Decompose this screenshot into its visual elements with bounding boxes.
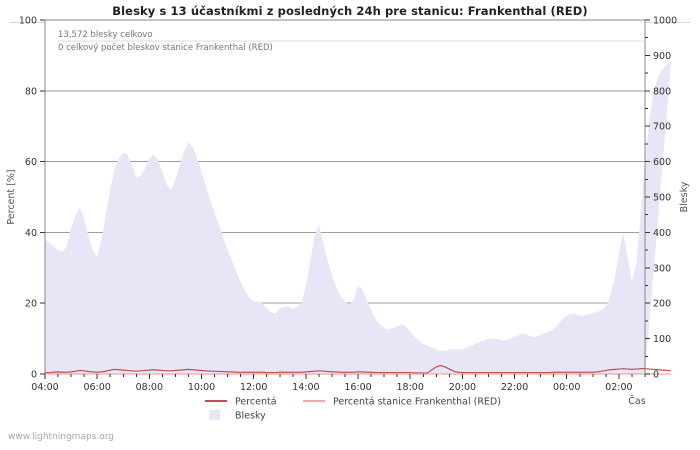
annotation-station-total: 0 celkový počet bleskov stanice Frankent… bbox=[58, 42, 273, 53]
svg-text:20: 20 bbox=[25, 299, 37, 310]
svg-text:1000: 1000 bbox=[653, 16, 677, 27]
svg-text:08:00: 08:00 bbox=[136, 382, 163, 393]
svg-text:22:00: 22:00 bbox=[501, 382, 528, 393]
svg-text:20:00: 20:00 bbox=[449, 382, 476, 393]
legend-item: Percentá stanice Frankenthal (RED) bbox=[303, 397, 501, 408]
svg-text:00:00: 00:00 bbox=[553, 382, 580, 393]
legend-label: Percentá stanice Frankenthal (RED) bbox=[333, 397, 501, 408]
x-axis-label: Čas bbox=[628, 395, 645, 407]
svg-text:0: 0 bbox=[653, 370, 659, 381]
axis-tick-labels: 0204060801000100200300400500600700800900… bbox=[19, 16, 677, 394]
svg-text:400: 400 bbox=[653, 228, 671, 239]
svg-text:10:00: 10:00 bbox=[188, 382, 215, 393]
svg-text:16:00: 16:00 bbox=[344, 382, 371, 393]
svg-text:500: 500 bbox=[653, 193, 671, 204]
site-footer: www.lightningmaps.org bbox=[8, 432, 114, 442]
svg-text:800: 800 bbox=[653, 86, 671, 97]
chart-plot: 0204060801000100200300400500600700800900… bbox=[6, 16, 690, 422]
svg-text:100: 100 bbox=[19, 16, 37, 27]
svg-text:02:00: 02:00 bbox=[605, 382, 632, 393]
svg-text:14:00: 14:00 bbox=[292, 382, 319, 393]
svg-text:0: 0 bbox=[31, 370, 37, 381]
svg-text:06:00: 06:00 bbox=[83, 382, 110, 393]
svg-text:12:00: 12:00 bbox=[240, 382, 267, 393]
legend-label: Blesky bbox=[235, 411, 266, 422]
svg-text:40: 40 bbox=[25, 228, 37, 239]
y-axis-label: Percent [%] bbox=[6, 169, 17, 224]
page-title: Blesky s 13 účastníkmi z posledných 24h … bbox=[112, 4, 588, 18]
annotation-total-strokes: 13,572 blesky celkovo bbox=[58, 30, 153, 40]
svg-text:700: 700 bbox=[653, 122, 671, 133]
svg-text:300: 300 bbox=[653, 263, 671, 274]
svg-text:80: 80 bbox=[25, 86, 37, 97]
legend-item: Percentá bbox=[205, 397, 277, 408]
svg-text:04:00: 04:00 bbox=[31, 382, 58, 393]
legend-label: Percentá bbox=[235, 397, 277, 408]
chart-legend: Percentá Percentá stanice Frankenthal (RE… bbox=[205, 397, 501, 422]
svg-text:60: 60 bbox=[25, 157, 37, 168]
svg-text:900: 900 bbox=[653, 51, 671, 62]
axis-ticks bbox=[40, 19, 650, 379]
y2-axis-label: Blesky bbox=[679, 181, 690, 212]
lightning-area-series bbox=[45, 62, 672, 374]
svg-text:200: 200 bbox=[653, 299, 671, 310]
svg-text:18:00: 18:00 bbox=[397, 382, 424, 393]
svg-text:100: 100 bbox=[653, 334, 671, 345]
svg-text:600: 600 bbox=[653, 157, 671, 168]
legend-item: Blesky bbox=[209, 410, 266, 422]
